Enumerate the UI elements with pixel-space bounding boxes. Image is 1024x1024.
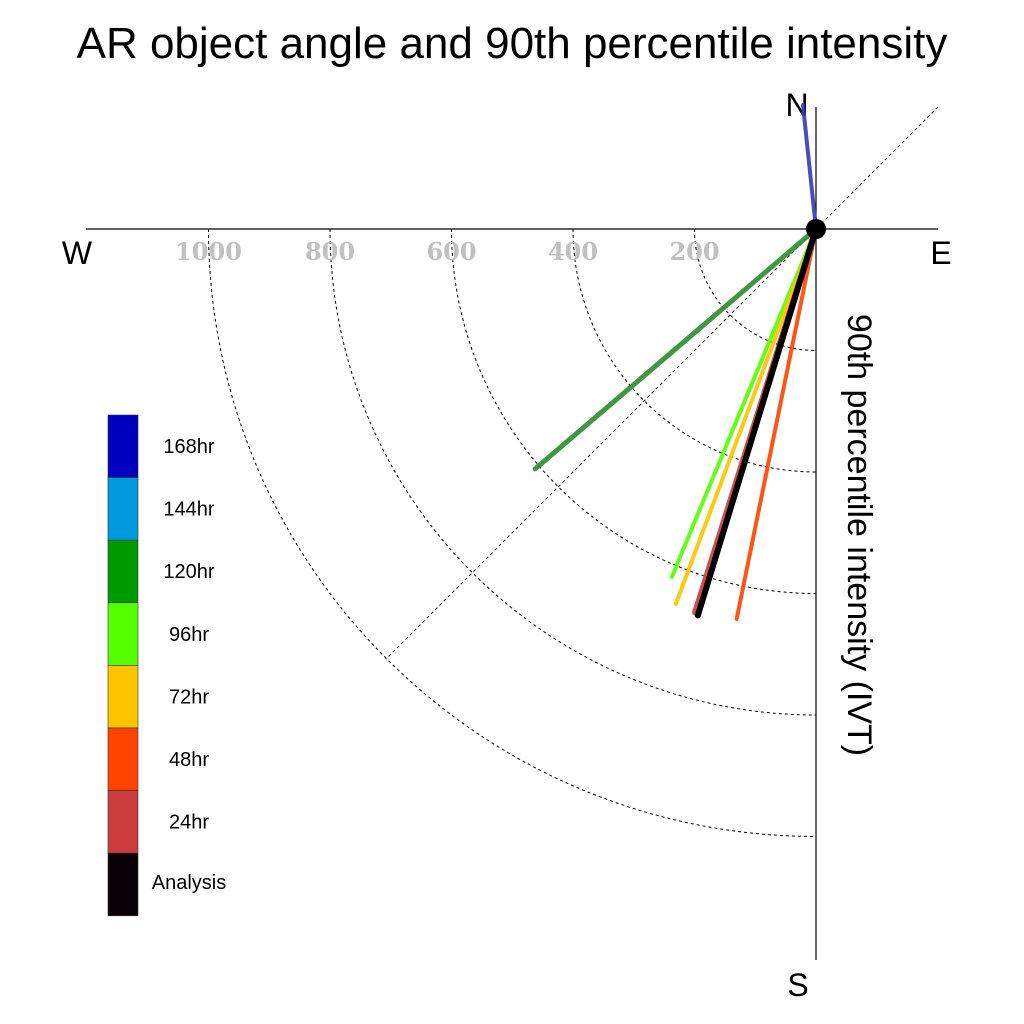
legend-swatch-72hr	[107, 665, 139, 729]
legend-swatch-144hr	[107, 477, 139, 541]
vector-120hr	[532, 226, 819, 472]
diagonal-guide	[385, 106, 939, 660]
radial-ring-800	[329, 228, 817, 716]
vector-168hr	[800, 103, 818, 231]
vector-analysis	[694, 226, 819, 619]
legend-label-analysis: Analysis	[152, 872, 226, 894]
vector-96hr	[669, 227, 818, 579]
radial-ring-1000	[208, 228, 817, 837]
legend-label-120hr: 120hr	[163, 561, 214, 583]
legend-label-48hr: 48hr	[169, 749, 209, 771]
legend-label-144hr: 144hr	[163, 499, 214, 521]
radial-tick-label-1000: 1000	[175, 237, 242, 266]
legend-swatch-analysis	[107, 852, 139, 917]
legend-label-96hr: 96hr	[169, 624, 209, 646]
radial-ring-600	[451, 228, 817, 594]
legend: 168hr 144hr 120hr 96hr 72hr 48hr 24hr Analysis	[107, 414, 226, 917]
legend-label-168hr: 168hr	[163, 436, 214, 458]
legend-swatch-96hr	[107, 602, 139, 666]
vector-48hr	[734, 227, 818, 621]
radial-tick-labels: 200 400 600 800 1000	[175, 237, 719, 266]
legend-label-24hr: 24hr	[169, 812, 209, 834]
legend-swatch-120hr	[107, 539, 139, 604]
origin-marker	[806, 219, 826, 239]
legend-swatch-48hr	[107, 727, 139, 791]
vector-series	[532, 103, 819, 621]
radial-tick-label-600: 600	[426, 237, 476, 266]
radial-tick-label-800: 800	[305, 237, 355, 266]
legend-swatch-24hr	[107, 790, 139, 854]
legend-swatch-168hr	[107, 414, 139, 478]
compass-south-label: S	[787, 967, 808, 1003]
radial-ring-400	[572, 228, 817, 473]
vector-72hr	[673, 227, 818, 606]
radial-tick-label-200: 200	[669, 237, 719, 266]
radial-axis-label: 90th percentile intensity (IVT)	[840, 314, 878, 756]
chart-title: AR object angle and 90th percentile inte…	[77, 19, 948, 68]
radial-tick-label-400: 400	[548, 237, 598, 266]
compass-west-label: W	[62, 235, 93, 271]
compass-east-label: E	[930, 235, 951, 271]
legend-label-72hr: 72hr	[169, 686, 209, 708]
